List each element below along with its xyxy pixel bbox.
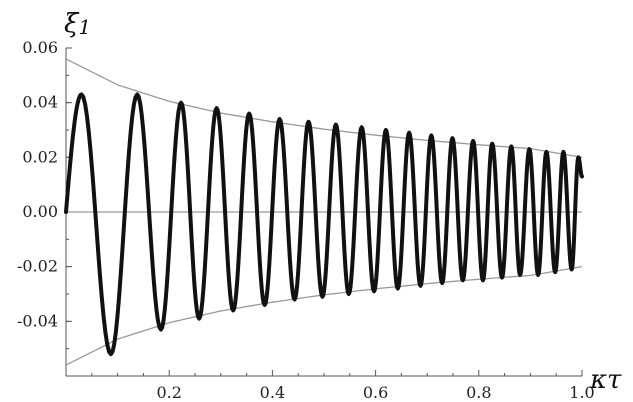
y-tick-label: 0.04: [22, 93, 58, 112]
x-axis-title: κτ: [589, 365, 622, 395]
upper-envelope-line: [65, 58, 583, 158]
x-tick-label: 0.6: [363, 383, 388, 402]
x-tick-label: 1.0: [569, 383, 594, 402]
x-tick-label: 0.4: [260, 383, 285, 402]
y-tick-label: 0.00: [22, 202, 58, 221]
signal-line: [64, 92, 584, 357]
y-axis-title: ξ1: [64, 9, 91, 39]
x-ticks: 0.2 0.4 0.6 0.8 1.0: [91, 370, 595, 402]
y-tick-label: -0.02: [17, 257, 58, 276]
y-axis-title-main: ξ: [64, 9, 80, 39]
x-tick-label: 0.8: [466, 383, 491, 402]
y-tick-label: 0.06: [22, 38, 58, 57]
y-axis-title-sub: 1: [78, 15, 91, 39]
y-ticks: 0.06 0.04 0.02 0.00 -0.02 -0.04: [17, 38, 72, 350]
envelopes: [65, 58, 583, 366]
signal-layer: [64, 92, 584, 357]
x-tick-label: 0.2: [156, 383, 181, 402]
y-tick-label: -0.04: [17, 311, 58, 330]
y-tick-label: 0.02: [22, 147, 58, 166]
